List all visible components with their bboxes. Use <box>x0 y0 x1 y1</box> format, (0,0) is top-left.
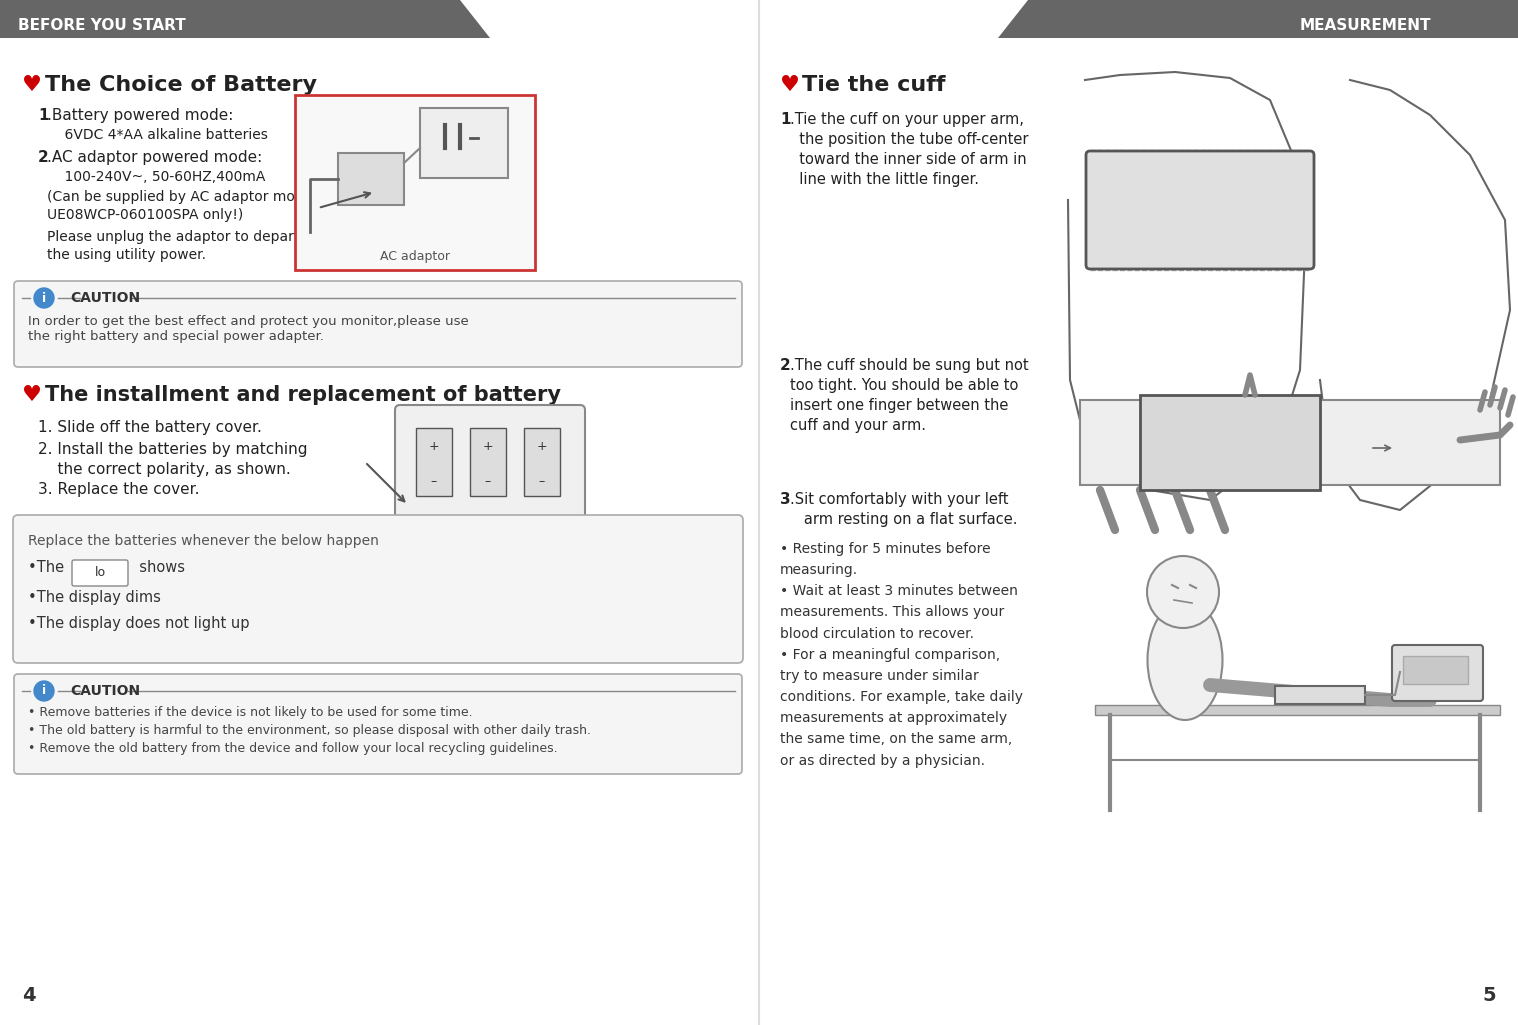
Text: .AC adaptor powered mode:: .AC adaptor powered mode: <box>47 150 263 165</box>
Text: cuff and your arm.: cuff and your arm. <box>789 418 926 433</box>
Text: 3. Replace the cover.: 3. Replace the cover. <box>38 482 199 497</box>
Text: •The display does not light up: •The display does not light up <box>27 616 249 631</box>
Bar <box>471 428 505 496</box>
Text: +: + <box>537 440 548 453</box>
Text: –: – <box>431 475 437 488</box>
FancyBboxPatch shape <box>14 674 742 774</box>
Text: • Resting for 5 minutes before
measuring.
• Wait at least 3 minutes between
meas: • Resting for 5 minutes before measuring… <box>780 542 1023 768</box>
Bar <box>1275 686 1365 704</box>
Bar <box>524 428 560 496</box>
FancyBboxPatch shape <box>294 95 534 270</box>
FancyBboxPatch shape <box>14 515 742 663</box>
FancyBboxPatch shape <box>1085 151 1315 269</box>
Text: In order to get the best effect and protect you monitor,please use
the right bat: In order to get the best effect and prot… <box>27 315 469 343</box>
Text: lo: lo <box>94 567 106 579</box>
Text: 1: 1 <box>38 108 49 123</box>
Text: .Tie the cuff on your upper arm,: .Tie the cuff on your upper arm, <box>789 112 1023 127</box>
Text: 4: 4 <box>21 986 35 1004</box>
Text: 100-240V~, 50-60HZ,400mA: 100-240V~, 50-60HZ,400mA <box>47 170 266 184</box>
Text: Please unplug the adaptor to depart from: Please unplug the adaptor to depart from <box>47 230 337 244</box>
Polygon shape <box>0 0 490 38</box>
FancyBboxPatch shape <box>1392 645 1483 701</box>
Text: •The: •The <box>27 560 68 575</box>
Circle shape <box>33 288 55 308</box>
Text: 2. Install the batteries by matching: 2. Install the batteries by matching <box>38 442 308 457</box>
Text: Replace the batteries whenever the below happen: Replace the batteries whenever the below… <box>27 534 380 548</box>
Bar <box>1403 656 1468 684</box>
Text: the position the tube off-center: the position the tube off-center <box>789 132 1029 147</box>
Text: UE08WCP-060100SPA only!): UE08WCP-060100SPA only!) <box>47 208 243 222</box>
Text: • Remove batteries if the device is not likely to be used for some time.: • Remove batteries if the device is not … <box>27 706 472 719</box>
Text: 3: 3 <box>780 492 791 507</box>
Text: The installment and replacement of battery: The installment and replacement of batte… <box>46 385 562 405</box>
Circle shape <box>33 681 55 701</box>
Text: insert one finger between the: insert one finger between the <box>789 398 1008 413</box>
Text: the using utility power.: the using utility power. <box>47 248 206 262</box>
Ellipse shape <box>1148 600 1222 720</box>
Text: 1: 1 <box>780 112 791 127</box>
Bar <box>416 428 452 496</box>
Text: MEASUREMENT: MEASUREMENT <box>1299 17 1431 33</box>
Text: .Sit comfortably with your left: .Sit comfortably with your left <box>789 492 1008 507</box>
Text: +: + <box>428 440 439 453</box>
Text: CAUTION: CAUTION <box>70 684 140 698</box>
Text: 2: 2 <box>780 358 791 373</box>
Bar <box>420 108 509 178</box>
Text: The Choice of Battery: The Choice of Battery <box>46 75 317 95</box>
Text: –: – <box>484 475 492 488</box>
Text: • The old battery is harmful to the environment, so please disposal with other d: • The old battery is harmful to the envi… <box>27 724 591 737</box>
FancyBboxPatch shape <box>395 405 584 530</box>
Text: toward the inner side of arm in: toward the inner side of arm in <box>789 152 1026 167</box>
Polygon shape <box>997 0 1518 38</box>
Text: i: i <box>43 685 46 697</box>
Text: ♥: ♥ <box>21 75 50 95</box>
Text: ♥: ♥ <box>21 385 50 405</box>
Bar <box>1094 705 1500 715</box>
Text: 5: 5 <box>1483 986 1497 1004</box>
Text: 6VDC 4*AA alkaline batteries: 6VDC 4*AA alkaline batteries <box>47 128 267 142</box>
FancyBboxPatch shape <box>71 560 128 586</box>
Text: ♥: ♥ <box>780 75 808 95</box>
Text: AC adaptor: AC adaptor <box>380 250 449 263</box>
Text: •The display dims: •The display dims <box>27 590 161 605</box>
Text: the correct polarity, as shown.: the correct polarity, as shown. <box>38 462 291 477</box>
Bar <box>339 153 404 205</box>
Text: CAUTION: CAUTION <box>70 291 140 305</box>
Bar <box>1140 395 1321 490</box>
Text: Tie the cuff: Tie the cuff <box>802 75 946 95</box>
Text: BEFORE YOU START: BEFORE YOU START <box>18 17 185 33</box>
Bar <box>1079 400 1500 485</box>
Text: 2~3cm: 2~3cm <box>1330 434 1378 447</box>
Text: 2: 2 <box>38 150 49 165</box>
Text: shows: shows <box>131 560 185 575</box>
Text: +: + <box>483 440 493 453</box>
Text: i: i <box>43 291 46 304</box>
Text: line with the little finger.: line with the little finger. <box>789 172 979 187</box>
Text: arm resting on a flat surface.: arm resting on a flat surface. <box>789 512 1017 527</box>
Text: (Can be supplied by AC adaptor model: (Can be supplied by AC adaptor model <box>47 190 316 204</box>
Text: –: – <box>539 475 545 488</box>
Text: • Remove the old battery from the device and follow your local recycling guideli: • Remove the old battery from the device… <box>27 742 557 755</box>
FancyBboxPatch shape <box>14 281 742 367</box>
Circle shape <box>1148 556 1219 628</box>
Text: too tight. You should be able to: too tight. You should be able to <box>789 378 1019 393</box>
Text: 1. Slide off the battery cover.: 1. Slide off the battery cover. <box>38 420 263 435</box>
Text: .Battery powered mode:: .Battery powered mode: <box>47 108 234 123</box>
Text: .The cuff should be sung but not: .The cuff should be sung but not <box>789 358 1029 373</box>
